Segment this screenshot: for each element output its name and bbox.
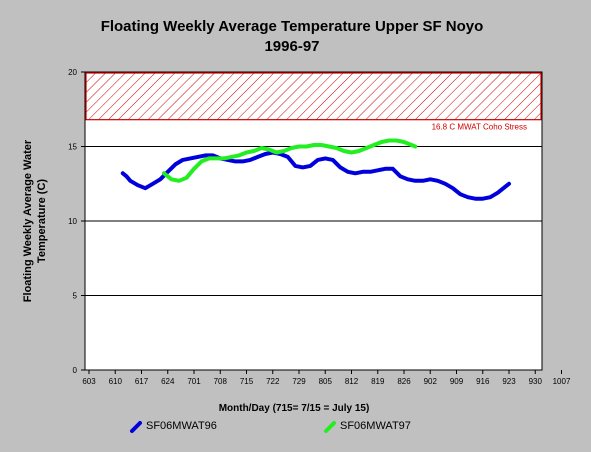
x-tick-label-708: 708 [214,377,228,386]
threshold-band: 16.8 C MWAT Coho Stress [85,72,542,132]
legend: SF06MWAT96 SF06MWAT97 [130,420,411,433]
x-tick-label-812: 812 [345,377,359,386]
legend-swatch-sf06mwat96 [130,421,142,433]
threshold-label: 16.8 C MWAT Coho Stress [432,123,527,132]
x-tick-label-722: 722 [266,377,280,386]
legend-label-sf06mwat96: SF06MWAT96 [146,420,217,432]
x-tick-label-624: 624 [161,377,175,386]
chart-title: Floating Weekly Average Temperature Uppe… [101,18,484,35]
x-tick-label-805: 805 [319,377,333,386]
x-tick-label-603: 603 [82,377,96,386]
y-axis-ticks: 0 5 10 15 20 [68,68,85,375]
x-tick-label-930: 930 [529,377,543,386]
threshold-hatch [85,72,542,121]
legend-swatch-sf06mwat97 [324,421,336,433]
chart-subtitle: 1996-97 [264,38,319,55]
x-axis-ticks: 603 610 617 624 701 708 715 722 729 805 812 819 826 9… [82,370,571,386]
y-tick-label-5: 5 [73,292,78,301]
x-tick-label-729: 729 [292,377,306,386]
x-tick-label-923: 923 [502,377,516,386]
y-axis-label-line2: Temperature (C) [36,179,48,263]
x-tick-label-701: 701 [187,377,201,386]
legend-label-sf06mwat97: SF06MWAT97 [340,420,411,432]
series-lines [120,138,511,201]
x-tick-label-909: 909 [450,377,464,386]
y-tick-label-15: 15 [68,143,77,152]
x-tick-label-902: 902 [424,377,438,386]
y-tick-label-0: 0 [73,366,78,375]
x-axis-label: Month/Day (715= 7/15 = July 15) [219,403,370,414]
y-tick-label-20: 20 [68,68,77,77]
x-tick-label-819: 819 [371,377,385,386]
x-tick-label-617: 617 [135,377,149,386]
y-axis-label-line1: Floating Weekly Average Water [22,139,34,302]
series-line-sf06mwat96 [120,150,511,201]
x-tick-label-916: 916 [476,377,490,386]
x-tick-label-1007: 1007 [553,377,571,386]
y-tick-label-10: 10 [68,217,77,226]
x-tick-label-715: 715 [240,377,254,386]
series-line-sf06mwat97 [162,138,418,183]
x-tick-label-826: 826 [397,377,411,386]
x-tick-label-610: 610 [109,377,123,386]
